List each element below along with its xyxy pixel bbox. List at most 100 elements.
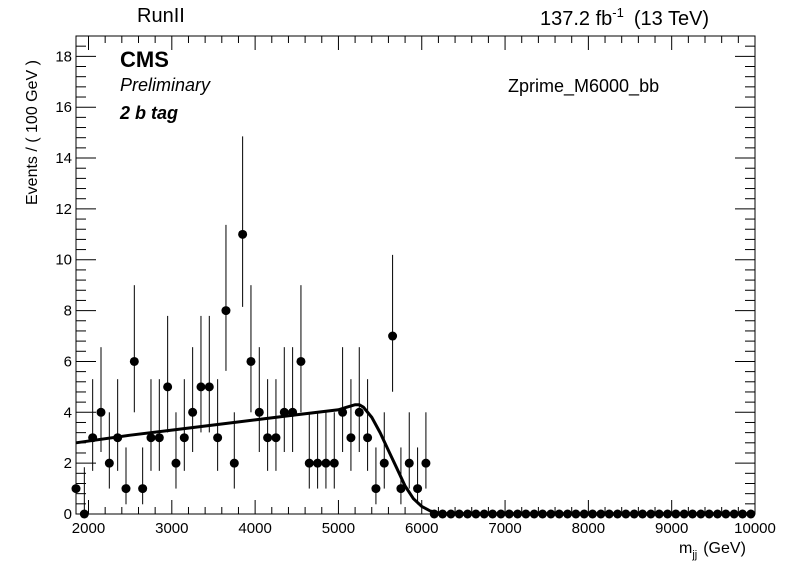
y-tick-label: 16 [55, 99, 72, 116]
data-point [346, 433, 356, 443]
data-point [421, 458, 431, 468]
data-point [71, 484, 81, 494]
data-point [688, 509, 698, 519]
data-point [179, 433, 189, 443]
data-point [329, 458, 339, 468]
data-point [196, 382, 206, 392]
data-point [121, 484, 131, 494]
data-point [488, 509, 498, 519]
y-axis-title: Events / ( 100 GeV ) [24, 60, 41, 205]
data-points [71, 229, 756, 519]
sample-label: Zprime_M6000_bb [508, 76, 659, 97]
data-point [363, 433, 373, 443]
data-point [263, 433, 273, 443]
y-tick-label: 2 [64, 455, 72, 472]
plot-frame [75, 35, 756, 515]
x-tick-label: 5000 [322, 520, 355, 537]
data-point [146, 433, 156, 443]
data-point [729, 509, 739, 519]
preliminary-label: Preliminary [120, 75, 211, 95]
luminosity-label: 137.2 fb-1 (13 TeV) [540, 5, 709, 30]
y-tick-label: 0 [64, 506, 72, 523]
data-point [296, 356, 306, 366]
data-point [396, 484, 406, 494]
data-point [496, 509, 506, 519]
data-point [79, 509, 89, 519]
data-point [88, 433, 98, 443]
y-tick-label: 6 [64, 353, 72, 370]
x-tick-label: 9000 [655, 520, 688, 537]
data-point [238, 229, 248, 239]
data-point [271, 433, 281, 443]
error-bars [75, 136, 427, 514]
data-point [588, 509, 598, 519]
y-tick-labels: 0 2 4 6 8 10 12 14 16 18 [55, 48, 72, 523]
data-point [529, 509, 539, 519]
data-point [471, 509, 481, 519]
data-point [129, 356, 139, 366]
x-tick-label: 4000 [238, 520, 271, 537]
x-tick-label: 3000 [155, 520, 188, 537]
data-point [721, 509, 731, 519]
data-point [671, 509, 681, 519]
data-point [163, 382, 173, 392]
data-point [546, 509, 556, 519]
data-point [221, 306, 231, 316]
data-point [246, 356, 256, 366]
data-point [654, 509, 664, 519]
data-point [604, 509, 614, 519]
data-point [563, 509, 573, 519]
data-point [354, 407, 364, 417]
data-point [696, 509, 706, 519]
data-point [679, 509, 689, 519]
data-point [213, 433, 223, 443]
data-point [746, 509, 756, 519]
data-point [504, 509, 514, 519]
axis-ticks [76, 35, 756, 515]
data-point [446, 509, 456, 519]
data-point [571, 509, 581, 519]
data-point [513, 509, 523, 519]
data-point [96, 407, 106, 417]
data-point [388, 331, 398, 341]
data-point [413, 484, 423, 494]
btag-label: 2 b tag [119, 103, 178, 123]
y-tick-label: 8 [64, 303, 72, 320]
data-point [454, 509, 464, 519]
data-point [663, 509, 673, 519]
data-point [138, 484, 148, 494]
x-tick-labels: 2000 3000 4000 5000 6000 7000 8000 9000 10000 [72, 520, 776, 537]
data-point [113, 433, 123, 443]
data-point [321, 458, 331, 468]
x-tick-label: 2000 [72, 520, 105, 537]
data-point [629, 509, 639, 519]
data-point [288, 407, 298, 417]
data-point [613, 509, 623, 519]
x-tick-label: 8000 [572, 520, 605, 537]
data-point [479, 509, 489, 519]
data-point [704, 509, 714, 519]
data-point [154, 433, 164, 443]
data-point [204, 382, 214, 392]
data-point [438, 509, 448, 519]
y-tick-label: 4 [64, 404, 72, 421]
data-point [521, 509, 531, 519]
data-point [646, 509, 656, 519]
data-point [313, 458, 323, 468]
data-point [188, 407, 198, 417]
data-point [538, 509, 548, 519]
data-point [579, 509, 589, 519]
x-tick-label: 7000 [488, 520, 521, 537]
data-point [338, 407, 348, 417]
x-axis-title: mjj (GeV) [679, 540, 746, 561]
data-point [738, 509, 748, 519]
y-tick-label: 14 [55, 150, 72, 167]
cms-label: CMS [120, 47, 169, 72]
data-point [379, 458, 389, 468]
run-label: RunII [137, 5, 185, 27]
data-point [554, 509, 564, 519]
data-point [171, 458, 181, 468]
data-point [429, 509, 439, 519]
fit-curve [75, 403, 464, 516]
